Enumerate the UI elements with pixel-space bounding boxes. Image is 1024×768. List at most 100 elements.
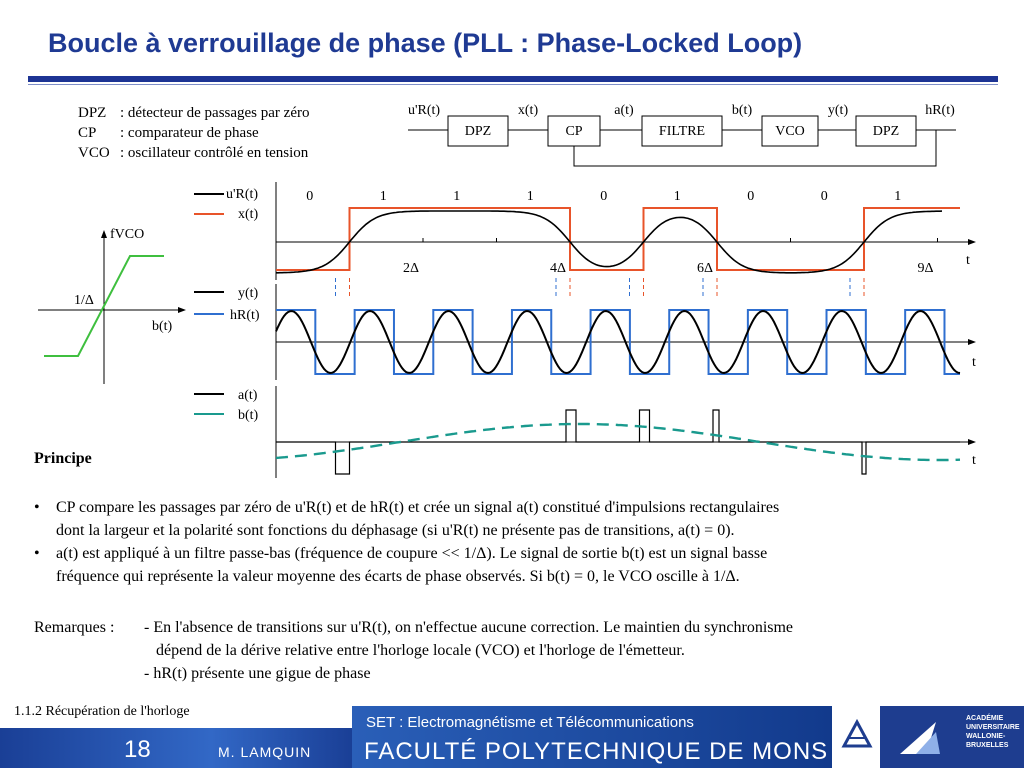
panel2-axis-arrow <box>968 339 976 345</box>
footer-band-left <box>0 728 352 768</box>
bullet-line: dont la largeur et la polarité sont fonc… <box>56 522 735 539</box>
bit-label: 1 <box>380 189 387 204</box>
remark-line: dépend de la dérive relative entre l'hor… <box>156 642 685 659</box>
bit-label: 1 <box>453 189 460 204</box>
block-vco <box>761 115 819 147</box>
legend-desc: : oscillateur contrôlé en tension <box>120 145 309 161</box>
principle-bullets: • CP compare les passages par zéro de u'… <box>34 496 994 588</box>
legend-term: DPZ <box>78 105 107 121</box>
remark-line: - En l'absence de transitions sur u'R(t)… <box>144 619 794 636</box>
block-dpz-2 <box>855 115 917 147</box>
bit-label: 0 <box>306 189 313 204</box>
remarks-label: Remarques : <box>34 619 115 636</box>
signal-label: x(t) <box>518 103 539 118</box>
tick-label: 4Δ <box>550 261 566 276</box>
legend-row-dpz: DPZ : détecteur de passages par zéro <box>78 103 310 123</box>
block-label: CP <box>565 124 582 139</box>
bullet-cp: • CP compare les passages par zéro de u'… <box>34 496 994 542</box>
panel1-legend-uR: u'R(t) <box>226 187 258 202</box>
bit-label: 0 <box>747 189 754 204</box>
bullet-line: a(t) est appliqué à un filtre passe-bas … <box>56 545 768 562</box>
remarks-row: Remarques : - En l'absence de transitions… <box>34 616 793 639</box>
panel3-legend-a: a(t) <box>238 388 258 403</box>
vco-level-label: 1/Δ <box>74 293 94 308</box>
page-title: Boucle à verrouillage de phase (PLL : Ph… <box>48 28 803 58</box>
tick-label: 6Δ <box>697 261 713 276</box>
footer: 18 M. LAMQUIN SET : Electromagnétisme et… <box>0 706 1024 768</box>
panel2-legend-hR: hR(t) <box>230 308 260 323</box>
bit-label: 1 <box>674 189 681 204</box>
block-label: VCO <box>775 124 805 139</box>
remarks-row: - hR(t) présente une gigue de phase <box>34 662 793 685</box>
bit-label: 0 <box>600 189 607 204</box>
block-filtre <box>641 115 723 147</box>
y-waveform <box>275 309 961 375</box>
vco-characteristic-graph: fVCO 1/Δ b(t) <box>38 227 186 384</box>
panel3-legend-b: b(t) <box>238 408 259 423</box>
bullet-filter: • a(t) est appliqué à un filtre passe-ba… <box>34 542 994 588</box>
signal-label: hR(t) <box>925 103 955 118</box>
fpms-logo-icon <box>838 716 876 754</box>
panel3-axis-arrow <box>968 439 976 445</box>
legend-desc: : comparateur de phase <box>120 125 259 141</box>
panel1-legend-x: x(t) <box>238 207 259 222</box>
tick-label: 9Δ <box>917 261 933 276</box>
signal-label: u'R(t) <box>408 103 440 118</box>
bullet-dot: • <box>34 545 40 562</box>
signal-label: b(t) <box>732 103 753 118</box>
legend-desc: : détecteur de passages par zéro <box>120 105 310 121</box>
y-axis-arrow <box>101 230 107 238</box>
page-number: 18 <box>124 736 151 763</box>
bit-label: 1 <box>527 189 534 204</box>
remarks-row: dépend de la dérive relative entre l'hor… <box>34 639 793 662</box>
bit-label: 0 <box>821 189 828 204</box>
transition-markers <box>335 278 865 298</box>
legend-row-cp: CP : comparateur de phase <box>78 123 310 143</box>
x-waveform <box>276 207 960 271</box>
vco-x-label: b(t) <box>152 319 173 334</box>
bit-label: 1 <box>894 189 901 204</box>
b-waveform <box>275 422 961 462</box>
title-rule-thin <box>28 84 998 85</box>
course-title: SET : Electromagnétisme et Télécommunica… <box>366 714 694 731</box>
panel3-t-label: t <box>972 453 976 468</box>
a-waveform <box>276 409 960 475</box>
author-name: M. LAMQUIN <box>218 744 312 760</box>
hR-waveform <box>276 309 960 375</box>
footer-band <box>352 706 832 768</box>
x-axis-arrow <box>178 307 186 313</box>
pll-block-diagram: DPZ CP FILTRE VCO DPZ u'R(t) x(t) a(t) b… <box>408 103 956 167</box>
bit-labels: 0 1 1 1 0 1 0 0 1 <box>306 189 901 204</box>
block-label: FILTRE <box>659 124 705 139</box>
bullet-line: CP compare les passages par zéro de u'R(… <box>56 499 780 516</box>
bullet-dot: • <box>34 499 40 516</box>
block-label: DPZ <box>873 124 899 139</box>
tick-labels: 2Δ 4Δ 6Δ 9Δ <box>403 261 934 276</box>
tick-label: 2Δ <box>403 261 419 276</box>
remarks-block: Remarques : - En l'absence de transitions… <box>34 616 793 685</box>
title-rule <box>28 76 998 82</box>
block-label: DPZ <box>465 124 491 139</box>
academie-label: ACADÉMIE UNIVERSITAIRE WALLONIE-BRUXELLE… <box>966 715 1020 749</box>
principle-heading: Principe <box>34 450 92 467</box>
abbreviation-legend: DPZ : détecteur de passages par zéro CP : … <box>78 103 310 163</box>
panel2-legend-y: y(t) <box>238 286 259 301</box>
footer-band-right <box>880 706 1024 768</box>
remark-line: - hR(t) présente une gigue de phase <box>144 665 371 682</box>
bullet-line: fréquence qui représente la valeur moyen… <box>56 568 740 585</box>
uR-waveform <box>276 210 943 274</box>
timing-diagrams: u'R(t) x(t) t 0 1 1 1 0 1 0 0 1 2Δ 4Δ 6Δ 9Δ y(t) hR… <box>194 182 976 478</box>
academie-logo-icon <box>900 722 940 754</box>
section-reference: 1.1.2 Récupération de l'horloge <box>14 704 190 719</box>
panel1-axis-arrow <box>968 239 976 245</box>
panel2-t-label: t <box>972 355 976 370</box>
legend-term: CP <box>78 125 97 141</box>
panel1-t-label: t <box>966 253 970 268</box>
vco-y-label: fVCO <box>110 227 144 242</box>
block-dpz-1 <box>447 115 509 147</box>
signal-label: a(t) <box>614 103 634 118</box>
signal-label: y(t) <box>828 103 849 118</box>
legend-term: VCO <box>78 145 110 161</box>
feedback-wire <box>573 130 937 167</box>
faculty-name: FACULTÉ POLYTECHNIQUE DE MONS <box>364 738 829 765</box>
